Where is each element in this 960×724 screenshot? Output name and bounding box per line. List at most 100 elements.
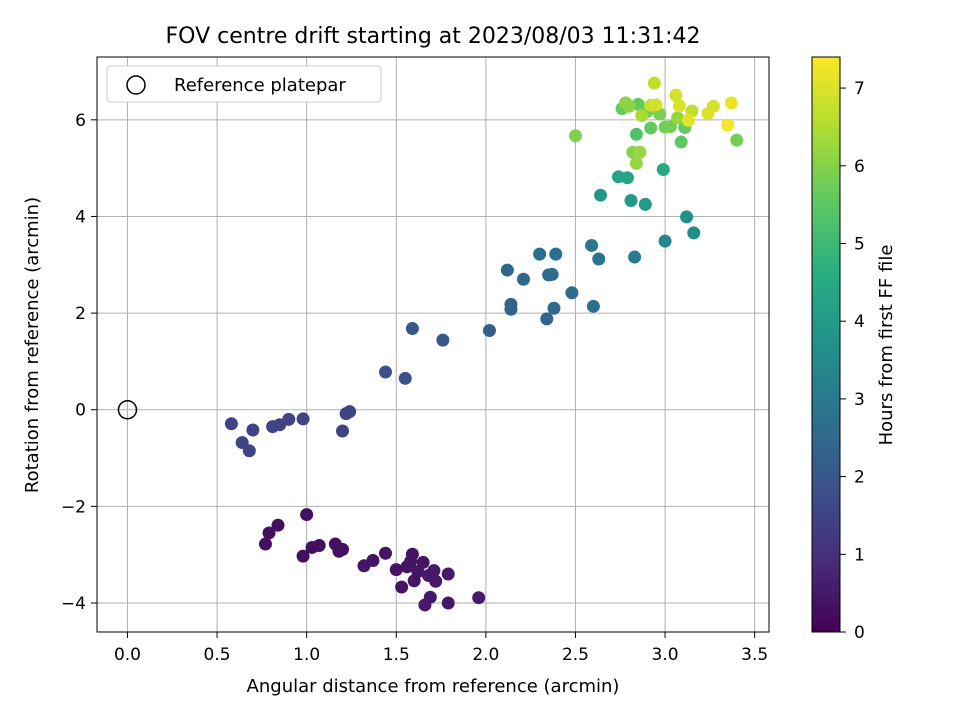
data-point: [629, 156, 643, 170]
chart-title: FOV centre drift starting at 2023/08/03 …: [166, 24, 701, 49]
data-point: [282, 412, 296, 426]
reference-platepar-marker: [117, 399, 138, 420]
data-point: [680, 210, 694, 224]
data-point: [644, 121, 658, 135]
data-point: [242, 444, 256, 458]
data-point: [472, 591, 486, 605]
grid-lines: [97, 57, 769, 632]
data-point: [624, 194, 638, 208]
y-tick-label: 6: [75, 111, 86, 131]
data-point: [262, 526, 276, 540]
colorbar-tick-label: 2: [854, 468, 865, 488]
y-tick-label: −2: [61, 497, 86, 517]
colorbar-gradient: [811, 56, 841, 633]
y-tick-label: −4: [61, 594, 86, 614]
data-point: [500, 263, 514, 277]
data-point: [398, 371, 412, 385]
data-point: [663, 120, 677, 134]
colorbar-tick-label: 7: [854, 79, 865, 99]
legend: Reference platepar: [106, 65, 382, 103]
legend-box: [106, 65, 382, 103]
data-point: [296, 549, 310, 563]
data-point: [389, 563, 403, 577]
data-point: [545, 267, 559, 281]
data-point: [592, 252, 606, 266]
data-point: [246, 423, 260, 437]
data-point: [504, 297, 518, 311]
data-point: [405, 547, 419, 561]
x-tick-label: 3.0: [652, 645, 679, 665]
y-axis-ticks: −4 −2 0 2 4 6: [61, 111, 97, 614]
x-axis-ticks: 0.0 0.5 1.0 1.5 2.0 2.5 3.0 3.5: [114, 632, 768, 665]
colorbar-tick-label: 3: [854, 390, 865, 410]
y-tick-label: 2: [75, 304, 86, 324]
data-point: [620, 171, 634, 185]
x-tick-label: 0.0: [114, 645, 141, 665]
x-tick-label: 2.0: [472, 645, 499, 665]
data-point: [441, 567, 455, 581]
data-point: [482, 323, 496, 337]
data-point: [379, 365, 393, 379]
data-point: [366, 553, 380, 567]
data-point: [549, 247, 563, 261]
data-point: [336, 542, 350, 556]
y-tick-label: 4: [75, 207, 86, 227]
data-point: [296, 412, 310, 426]
data-point: [681, 113, 695, 127]
data-point: [633, 145, 647, 159]
data-points: [224, 76, 744, 612]
data-point: [336, 424, 350, 438]
data-point: [540, 312, 554, 326]
x-tick-label: 1.0: [293, 645, 320, 665]
data-point: [427, 564, 441, 578]
data-point: [436, 333, 450, 347]
colorbar-tick-label: 6: [854, 157, 865, 177]
data-point: [224, 417, 238, 431]
data-point: [730, 133, 744, 147]
x-tick-label: 3.5: [741, 645, 768, 665]
data-point: [516, 272, 530, 286]
data-point: [258, 537, 272, 551]
data-point: [547, 301, 561, 315]
colorbar-tick-label: 1: [854, 545, 865, 565]
data-point: [585, 238, 599, 252]
legend-marker-icon: [126, 75, 146, 95]
data-point: [441, 596, 455, 610]
data-point: [312, 539, 326, 553]
data-point: [395, 580, 409, 594]
data-point: [429, 574, 443, 588]
x-tick-label: 2.5: [562, 645, 589, 665]
data-point: [594, 188, 608, 202]
data-point: [416, 555, 430, 569]
data-point: [649, 98, 663, 112]
data-point: [300, 508, 314, 522]
data-point: [423, 590, 437, 604]
data-point: [586, 299, 600, 313]
x-axis-label: Angular distance from reference (arcmin): [247, 676, 620, 697]
colorbar-ticks: 0 1 2 3 4 5 6 7: [840, 79, 865, 643]
colorbar: 0 1 2 3 4 5 6 7 Hours from first FF file: [811, 56, 897, 643]
data-point: [721, 118, 735, 132]
data-point: [672, 99, 686, 113]
legend-label: Reference platepar: [174, 75, 346, 96]
colorbar-tick-label: 0: [854, 623, 865, 643]
x-tick-label: 1.5: [383, 645, 410, 665]
data-point: [379, 546, 393, 560]
data-point: [565, 286, 579, 300]
data-point: [568, 129, 582, 143]
data-point: [635, 108, 649, 122]
colorbar-tick-label: 4: [854, 312, 865, 332]
data-point: [638, 197, 652, 211]
data-point: [405, 322, 419, 336]
data-point: [628, 250, 642, 264]
colorbar-tick-label: 5: [854, 234, 865, 254]
data-point: [622, 99, 636, 113]
data-point: [658, 234, 672, 248]
data-point: [671, 111, 685, 125]
data-point: [724, 96, 738, 110]
data-point: [647, 76, 661, 90]
colorbar-label: Hours from first FF file: [876, 245, 897, 446]
data-point: [533, 247, 547, 261]
